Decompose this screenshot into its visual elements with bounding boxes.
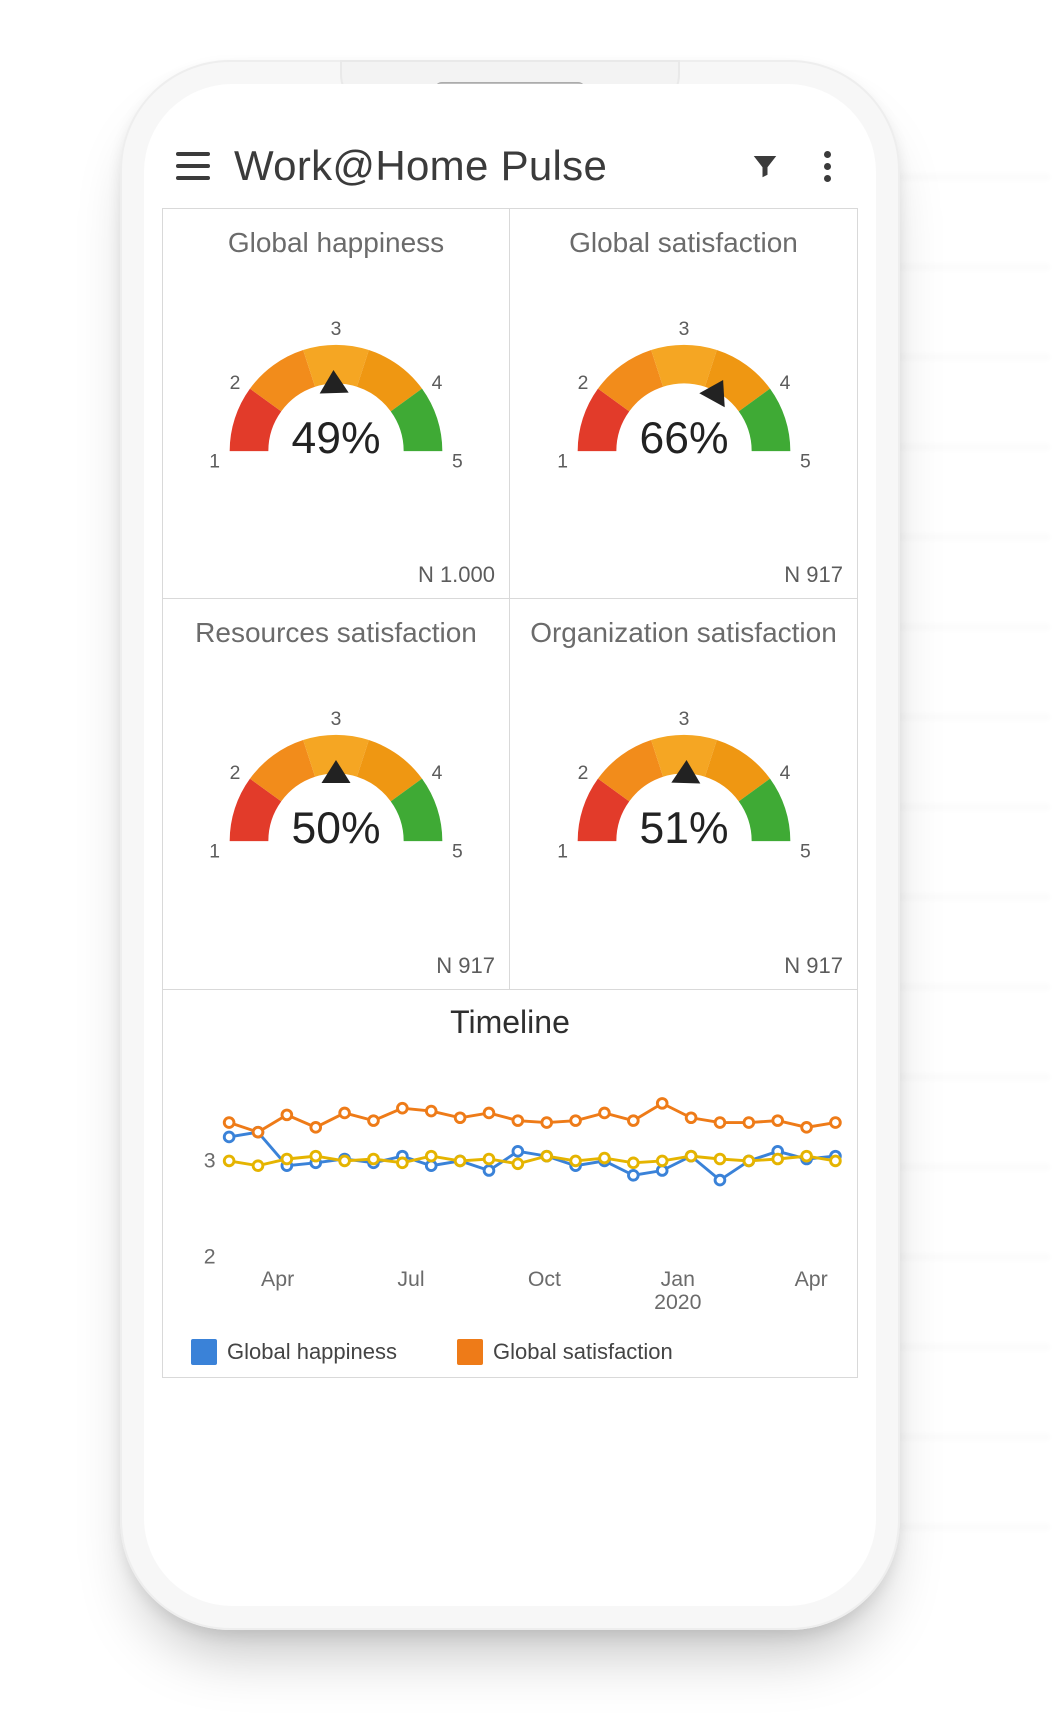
gauge-card-footer: N 917	[436, 953, 495, 979]
svg-text:49%: 49%	[292, 414, 381, 463]
gauge-card-footer: N 1.000	[418, 562, 495, 588]
menu-button[interactable]	[172, 145, 214, 187]
svg-text:5: 5	[452, 842, 463, 863]
svg-text:66%: 66%	[639, 414, 728, 463]
svg-text:4: 4	[432, 373, 443, 394]
svg-text:1: 1	[209, 452, 220, 473]
gauge-chart: 1 2 3 4 5 49%	[175, 297, 497, 493]
svg-text:Jan: Jan	[661, 1267, 695, 1291]
svg-text:2: 2	[577, 763, 588, 784]
svg-text:5: 5	[799, 452, 810, 473]
svg-text:2: 2	[204, 1245, 216, 1269]
svg-text:2020: 2020	[654, 1290, 702, 1314]
gauge-card-title: Global satisfaction	[522, 225, 845, 297]
phone-frame: Work@Home Pulse Global happiness 1 2 3 4 5 49…	[120, 60, 900, 1630]
svg-text:Oct: Oct	[528, 1267, 561, 1291]
filter-icon	[750, 151, 780, 181]
legend-swatch	[457, 1339, 483, 1365]
svg-text:3: 3	[204, 1149, 216, 1173]
gauge-card-title: Resources satisfaction	[175, 615, 497, 687]
timeline-panel: Timeline 2 3 Apr Jul Oct Jan2020 Apr Global ha…	[162, 990, 858, 1378]
svg-text:Jul: Jul	[397, 1267, 424, 1291]
gauge-card-footer: N 917	[784, 562, 843, 588]
stage: Work@Home Pulse Global happiness 1 2 3 4 5 49…	[0, 0, 1054, 1728]
gauge-card[interactable]: Organization satisfaction 1 2 3 4 5 51% N 917	[510, 599, 857, 989]
svg-text:3: 3	[678, 319, 689, 340]
gauge-cards: Global happiness 1 2 3 4 5 49% N 1.000 Global…	[162, 208, 858, 990]
gauge-card-title: Global happiness	[175, 225, 497, 297]
legend-item[interactable]: Global happiness	[191, 1339, 397, 1365]
gauge-card-footer: N 917	[784, 953, 843, 979]
svg-text:2: 2	[577, 373, 588, 394]
svg-text:3: 3	[331, 319, 342, 340]
svg-text:3: 3	[678, 709, 689, 730]
svg-text:3: 3	[331, 709, 342, 730]
svg-text:5: 5	[799, 842, 810, 863]
timeline-title: Timeline	[171, 1004, 849, 1041]
svg-text:2: 2	[230, 373, 241, 394]
filter-button[interactable]	[744, 145, 786, 187]
gauge-card[interactable]: Global satisfaction 1 2 3 4 5 66% N 917	[510, 209, 857, 599]
app-header: Work@Home Pulse	[162, 138, 858, 208]
svg-text:Apr: Apr	[795, 1267, 828, 1291]
gauge-chart: 1 2 3 4 5 51%	[522, 687, 845, 883]
svg-text:1: 1	[557, 452, 568, 473]
phone-screen: Work@Home Pulse Global happiness 1 2 3 4 5 49…	[144, 84, 876, 1606]
gauge-chart: 1 2 3 4 5 50%	[175, 687, 497, 883]
svg-text:50%: 50%	[292, 804, 381, 853]
gauge-card-title: Organization satisfaction	[522, 615, 845, 687]
gauge-card[interactable]: Resources satisfaction 1 2 3 4 5 50% N 917	[163, 599, 510, 989]
legend-label: Global satisfaction	[493, 1339, 673, 1365]
svg-text:1: 1	[557, 842, 568, 863]
legend-label: Global happiness	[227, 1339, 397, 1365]
svg-text:4: 4	[779, 373, 790, 394]
kebab-icon	[824, 151, 831, 182]
legend-swatch	[191, 1339, 217, 1365]
svg-text:2: 2	[230, 763, 241, 784]
svg-text:51%: 51%	[639, 804, 728, 853]
svg-text:5: 5	[452, 452, 463, 473]
more-button[interactable]	[806, 145, 848, 187]
gauge-card[interactable]: Global happiness 1 2 3 4 5 49% N 1.000	[163, 209, 510, 599]
hamburger-icon	[176, 152, 210, 180]
svg-text:1: 1	[209, 842, 220, 863]
app-title: Work@Home Pulse	[234, 142, 724, 190]
timeline-legend: Global happiness Global satisfaction	[171, 1329, 849, 1369]
gauge-chart: 1 2 3 4 5 66%	[522, 297, 845, 493]
svg-text:4: 4	[779, 763, 790, 784]
svg-text:4: 4	[432, 763, 443, 784]
svg-text:Apr: Apr	[261, 1267, 294, 1291]
timeline-chart: 2 3 Apr Jul Oct Jan2020 Apr	[171, 1049, 849, 1329]
legend-item[interactable]: Global satisfaction	[457, 1339, 673, 1365]
